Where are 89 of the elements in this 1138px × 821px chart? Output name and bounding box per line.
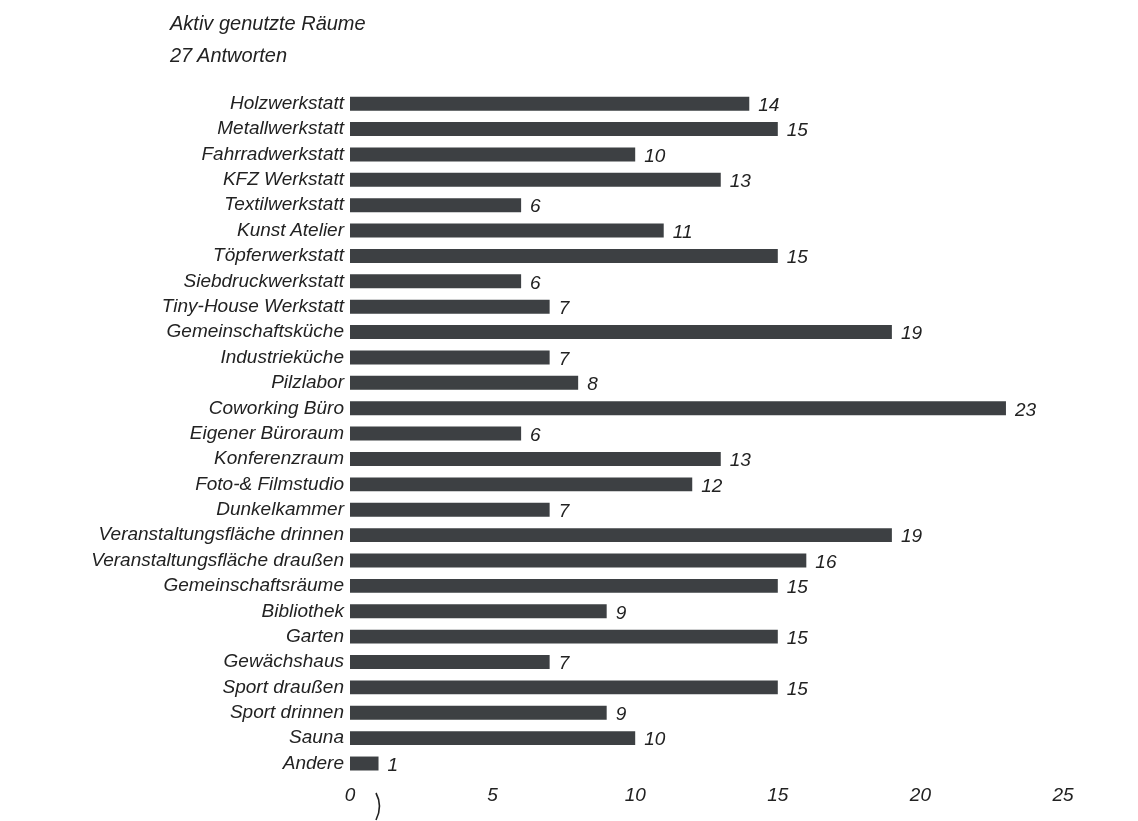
chart-title: Aktiv genutzte Räume	[170, 12, 366, 35]
bar	[350, 274, 522, 289]
y-tick-label: Foto-& Filmstudio	[195, 472, 344, 494]
data-label: 15	[786, 246, 809, 268]
y-tick-label: Pilzlabor	[271, 371, 345, 393]
bar	[350, 299, 550, 314]
y-tick-label: Metallwerkstatt	[217, 117, 345, 139]
y-tick-label: KFZ Werkstatt	[222, 168, 345, 190]
y-tick-label: Veranstaltungsfläche draußen	[91, 548, 344, 570]
bar	[350, 350, 550, 365]
y-tick-label: Konferenzraum	[214, 447, 344, 469]
data-label: 6	[530, 271, 542, 293]
data-label: 14	[758, 93, 780, 115]
y-tick-label: Töpferwerkstatt	[213, 244, 345, 266]
x-tick-label: 10	[624, 783, 647, 805]
data-label: 12	[701, 474, 723, 496]
data-label: 6	[530, 423, 542, 445]
bar	[350, 172, 721, 187]
x-tick-label: 5	[487, 783, 499, 805]
x-tick-label: 15	[767, 783, 789, 805]
data-label: 10	[644, 728, 666, 750]
bar	[350, 375, 579, 390]
bar	[350, 122, 778, 137]
data-label: 16	[815, 550, 837, 572]
bar	[350, 96, 750, 111]
data-label: 9	[615, 703, 627, 725]
bar	[350, 426, 522, 441]
data-label: 7	[558, 652, 571, 674]
data-label: 7	[558, 296, 571, 318]
bar	[350, 401, 1006, 416]
y-tick-label: Gewächshaus	[223, 650, 345, 672]
data-label: 11	[672, 220, 693, 242]
x-tick-label: 25	[1051, 783, 1074, 805]
y-tick-label: Veranstaltungsfläche drinnen	[98, 523, 344, 545]
y-tick-label: Garten	[285, 624, 344, 646]
y-tick-label: Tiny-House Werkstatt	[161, 294, 345, 316]
data-label: 15	[786, 677, 809, 699]
bar	[350, 452, 721, 466]
data-label: 7	[558, 500, 571, 522]
data-label: 15	[786, 626, 809, 648]
y-tick-label: Sport drinnen	[229, 701, 344, 723]
data-label: 6	[530, 195, 542, 217]
data-label: 7	[558, 347, 571, 369]
y-tick-label: Industrieküche	[220, 345, 344, 367]
y-tick-label: Siebdruckwerkstatt	[183, 269, 345, 291]
y-tick-label: Coworking Büro	[208, 396, 344, 418]
bar	[350, 705, 607, 720]
data-label: 23	[1013, 398, 1037, 420]
y-tick-label: Fahrradwerkstatt	[201, 142, 345, 164]
data-label: 13	[729, 170, 752, 192]
chart-subtitle: 27 Antworten	[170, 44, 288, 67]
x-tick-label: 20	[908, 783, 932, 805]
data-label: 13	[729, 449, 752, 471]
y-tick-label: Sport draußen	[222, 675, 344, 697]
y-tick-label: Holzwerkstatt	[229, 91, 345, 113]
data-label: 1	[387, 753, 399, 775]
data-label: 8	[587, 373, 599, 395]
bar	[350, 553, 807, 568]
y-tick-label: Bibliothek	[261, 599, 346, 621]
x-tick-label: 0	[344, 783, 356, 805]
bar	[350, 604, 607, 619]
bar	[350, 477, 693, 492]
data-label: 19	[900, 525, 923, 547]
bar	[350, 731, 636, 746]
y-tick-label: Sauna	[289, 726, 344, 748]
bar	[350, 223, 664, 238]
y-tick-label: Gemeinschaftsküche	[166, 320, 344, 342]
bar	[350, 528, 892, 543]
bar	[350, 248, 778, 263]
y-tick-label: Dunkelkammer	[216, 498, 345, 520]
bar	[350, 198, 522, 213]
y-tick-label: Gemeinschaftsräume	[163, 574, 344, 596]
data-label: 15	[786, 576, 809, 598]
bar	[350, 502, 550, 517]
y-tick-label: Kunst Atelier	[236, 218, 345, 240]
bar	[350, 655, 550, 669]
data-label: 15	[786, 119, 809, 141]
bar	[350, 578, 778, 593]
data-label: 9	[615, 601, 627, 623]
data-label: 10	[644, 144, 666, 166]
bar	[350, 325, 892, 340]
bar	[350, 680, 778, 695]
data-label: 19	[900, 322, 923, 344]
bar	[350, 756, 379, 771]
y-tick-label: Andere	[281, 751, 344, 773]
bar	[350, 147, 636, 162]
y-tick-label: Eigener Büroraum	[189, 421, 344, 443]
bar	[350, 629, 778, 644]
y-tick-label: Textilwerkstatt	[224, 193, 345, 215]
